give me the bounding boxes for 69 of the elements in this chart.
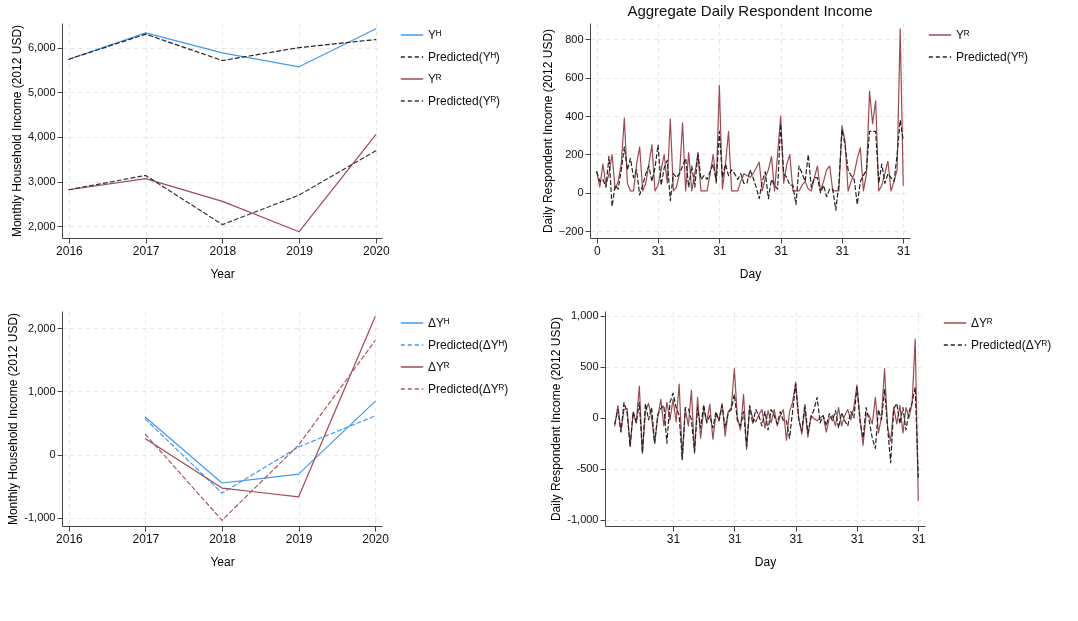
x-tick-label: 31 [850,531,865,546]
legend-label: Predicted(ΔYᴿ) [428,382,509,396]
y-tick-label: -500 [576,462,599,475]
line-series [614,383,919,478]
y-tick-label: -1,000 [24,511,56,524]
x-tick-label: 31 [774,243,789,258]
y-tick-label: 400 [565,109,584,122]
y-tick-label: 200 [565,148,584,160]
x-tick-label: 2017 [132,243,160,258]
y-axis-title: Monthly Household Income (2012 USD) [9,24,24,238]
legend-label: Predicted(ΔYᴴ) [428,338,508,352]
legend-label: Predicted(Yᴿ) [956,50,1029,64]
x-tick-label: 2016 [56,531,84,546]
y-tick-label: -1,000 [567,513,599,526]
line-series [68,33,377,62]
x-tick-label: 31 [713,243,727,258]
x-tick-label: 31 [789,531,804,546]
x-axis-title: Year [210,266,235,281]
y-tick-label: 5,000 [27,85,56,98]
x-axis-title: Year [210,554,235,569]
x-tick-label: 31 [651,243,666,258]
y-tick-label: 0 [49,448,56,461]
line-series [596,119,904,211]
legend-label: Predicted(Yᴴ) [428,50,500,64]
x-tick-label: 2020 [363,243,391,258]
y-tick-label: −200 [558,224,584,237]
y-tick-label: 6,000 [27,41,56,54]
line-series [68,150,377,226]
line-series [144,340,376,521]
legend-label: Yᴿ [956,28,970,42]
x-tick-label: 2018 [209,243,237,258]
legend-label: Predicted(ΔYᴿ) [971,338,1052,352]
y-tick-label: 0 [577,186,584,199]
x-tick-label: 31 [912,531,926,546]
x-tick-label: 31 [666,531,681,546]
y-axis-title: Daily Respondent Income (2012 USD) [549,316,564,522]
line-series [596,28,904,192]
x-axis-title: Day [754,554,777,569]
y-axis-title: Daily Respondent Income (2012 USD) [540,28,555,234]
y-tick-label: 2,000 [27,219,56,232]
legend-label: Predicted(Yᴿ) [428,94,501,108]
y-axis-title: Monthly Household Income (2012 USD) [6,312,21,526]
x-tick-label: 2018 [209,531,237,546]
y-tick-label: 0 [592,411,599,424]
x-tick-label: 2019 [285,531,313,546]
y-tick-label: 600 [565,71,584,84]
legend-label: ΔYᴴ [428,316,450,330]
x-tick-label: 2016 [56,243,84,258]
x-tick-label: 31 [897,243,911,258]
x-axis-title: Day [739,266,762,281]
x-tick-label: 2017 [132,531,160,546]
line-series [144,316,376,498]
line-series [614,338,919,502]
y-tick-label: 800 [565,32,584,45]
x-tick-label: 31 [835,243,850,258]
y-tick-label: 1,000 [570,309,599,322]
y-tick-label: 3,000 [27,175,56,188]
y-tick-label: 500 [580,360,599,373]
x-tick-label: 2020 [362,531,390,546]
y-tick-label: 1,000 [27,384,56,397]
legend-label: Yᴴ [428,28,442,42]
y-tick-label: 2,000 [27,321,56,334]
legend-label: ΔYᴿ [971,316,994,330]
legend-label: Yᴿ [428,72,442,86]
x-tick-label: 2019 [286,243,314,258]
y-tick-label: 4,000 [27,130,56,143]
x-tick-label: 31 [728,531,742,546]
chart-title: Aggregate Daily Respondent Income [627,2,873,19]
legend-label: ΔYᴿ [428,360,451,374]
